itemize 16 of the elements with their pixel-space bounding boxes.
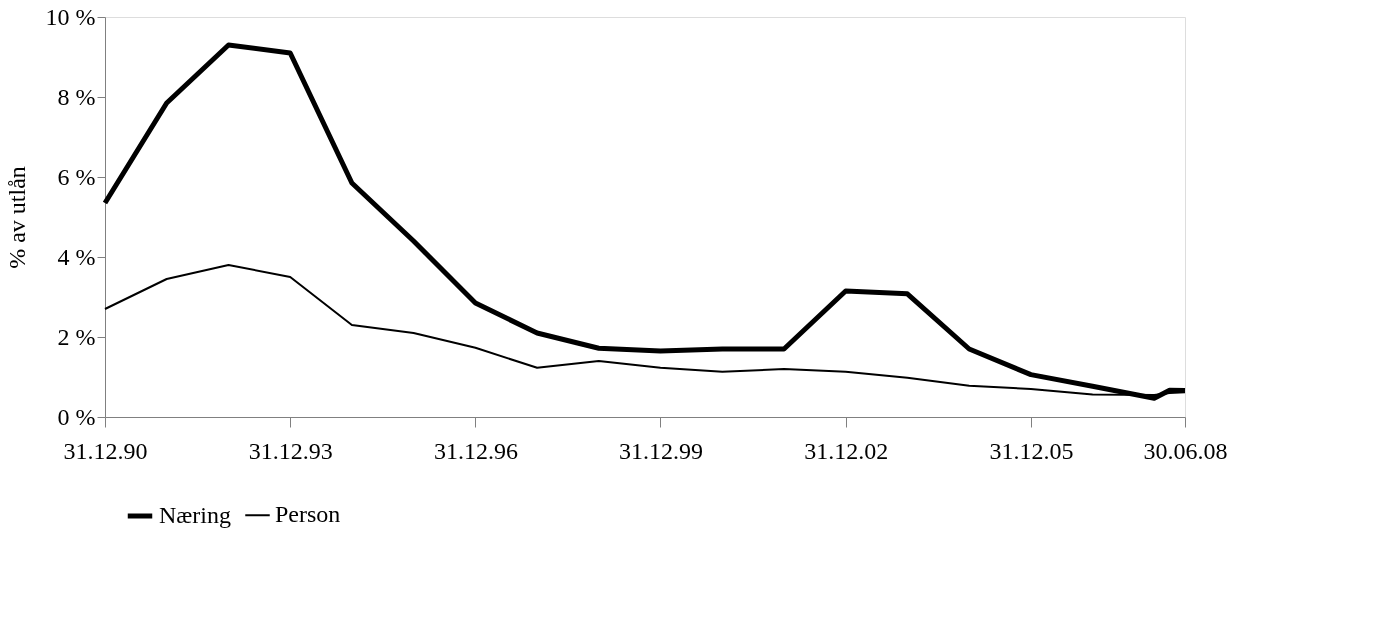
x-tick-label: 31.12.99 (618, 437, 703, 464)
legend-label: Person (275, 501, 341, 528)
x-tick-label: 31.12.96 (433, 437, 518, 464)
y-tick-label: 10 % (45, 3, 96, 30)
x-tick-label: 31.12.02 (804, 437, 889, 464)
x-tick-label: 31.12.93 (248, 437, 333, 464)
x-tick-label: 31.12.05 (989, 437, 1074, 464)
y-tick-label: 4 % (57, 243, 96, 270)
y-tick-label: 0 % (57, 403, 96, 430)
x-tick-label: 30.06.08 (1143, 437, 1228, 464)
x-tick-label: 31.12.90 (63, 437, 148, 464)
legend-label: Næring (159, 502, 231, 528)
y-tick-label: 2 % (57, 323, 96, 350)
y-tick-label: 6 % (57, 163, 96, 190)
y-axis-title: % av utlån (3, 166, 30, 269)
y-tick-label: 8 % (57, 83, 96, 110)
